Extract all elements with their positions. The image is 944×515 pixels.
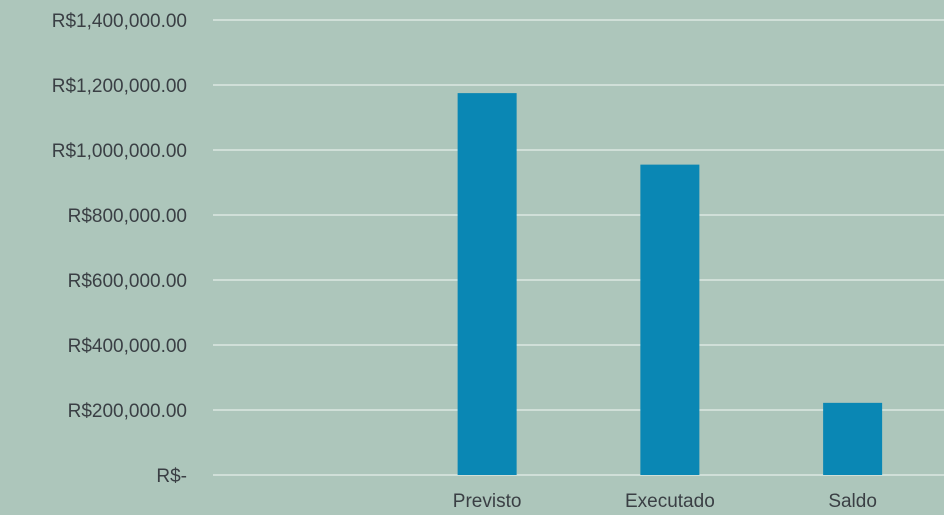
bar [457, 93, 517, 475]
y-tick-label: R$200,000.00 [68, 401, 187, 422]
gridlines [213, 19, 944, 476]
x-category-label: Saldo [828, 491, 877, 512]
y-axis-tick-labels: R$- R$200,000.00 R$400,000.00 R$600,000.00 R… [52, 11, 187, 487]
x-axis-category-labels: Previsto Executado Saldo [453, 491, 877, 512]
x-category-label: Executado [625, 491, 715, 512]
y-tick-label: R$600,000.00 [68, 271, 187, 292]
y-tick-label: R$800,000.00 [68, 206, 187, 227]
y-tick-label: R$1,400,000.00 [52, 11, 187, 32]
x-category-label: Previsto [453, 491, 522, 512]
y-tick-label: R$400,000.00 [68, 336, 187, 357]
y-tick-label: R$- [156, 466, 187, 487]
bars [457, 93, 883, 475]
y-tick-label: R$1,200,000.00 [52, 76, 187, 97]
bar [823, 402, 883, 475]
y-tick-label: R$1,000,000.00 [52, 141, 187, 162]
bar [640, 164, 700, 475]
